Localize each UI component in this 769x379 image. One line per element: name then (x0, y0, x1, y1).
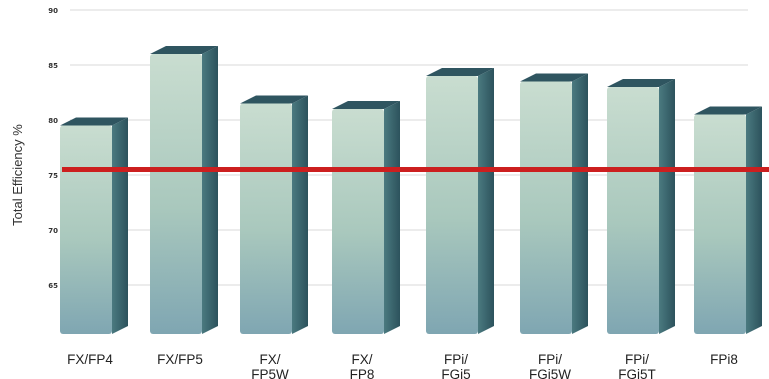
bar-side (384, 101, 400, 334)
bar-front (607, 87, 659, 334)
x-tick-label: FPi/ (625, 352, 649, 367)
bar-top (607, 79, 675, 87)
y-tick-label: 90 (48, 7, 58, 15)
bar (240, 95, 308, 334)
bar (520, 73, 588, 334)
x-tick-label: FPi/ (538, 352, 562, 367)
y-axis-label: Total Efficiency % (10, 124, 25, 226)
x-tick-label: FX/FP5 (157, 352, 203, 367)
x-tick-labels: FX/FP4 FX/FP5 FX/FP5WFX/FP8FPi/FGi5FPi/FGi… (67, 352, 738, 379)
bar-side (659, 79, 675, 334)
y-tick-label: 85 (48, 62, 58, 70)
bar-top (150, 46, 218, 54)
x-tick-label: FGi5W (529, 367, 571, 379)
bar (332, 101, 400, 334)
bar-top (332, 101, 400, 109)
x-tick-label: FP8 (350, 367, 375, 379)
y-tick-labels: 90 85 80 75 70 65 (48, 7, 58, 290)
x-tick-label: FPi/ (444, 352, 468, 367)
bar-front (520, 81, 572, 334)
x-tick-label: FX/FP4 (67, 352, 113, 367)
bar-side (478, 68, 494, 334)
bar-front (426, 76, 478, 334)
bar-top (694, 106, 762, 115)
x-tick-label: FPi8 (710, 352, 738, 367)
x-tick-label: FP5W (251, 367, 289, 379)
bar-top (60, 117, 128, 126)
bar-top (240, 95, 308, 104)
x-tick-label: FX/ (351, 352, 372, 367)
y-tick-label: 70 (48, 227, 58, 235)
y-tick-label: 80 (48, 117, 58, 125)
x-tick-label: FX/ (259, 352, 280, 367)
bar-top (520, 73, 588, 82)
bar (150, 46, 218, 334)
bar-side (746, 106, 762, 334)
y-tick-label: 65 (48, 282, 58, 290)
y-tick-label: 75 (48, 172, 58, 180)
x-tick-label: FGi5 (441, 367, 470, 379)
bar-front (332, 109, 384, 334)
bar-side (112, 117, 128, 334)
bars (60, 46, 762, 334)
bar-front (150, 54, 202, 334)
bar-top (426, 68, 494, 76)
bar (426, 68, 494, 334)
bar-front (60, 125, 112, 334)
bar-side (572, 73, 588, 334)
bar-side (292, 95, 308, 334)
bar (694, 106, 762, 334)
bar-front (240, 103, 292, 334)
bar (607, 79, 675, 334)
x-tick-label: FGi5T (618, 367, 656, 379)
bar-front (694, 114, 746, 334)
bar-side (202, 46, 218, 334)
bar (60, 117, 128, 334)
